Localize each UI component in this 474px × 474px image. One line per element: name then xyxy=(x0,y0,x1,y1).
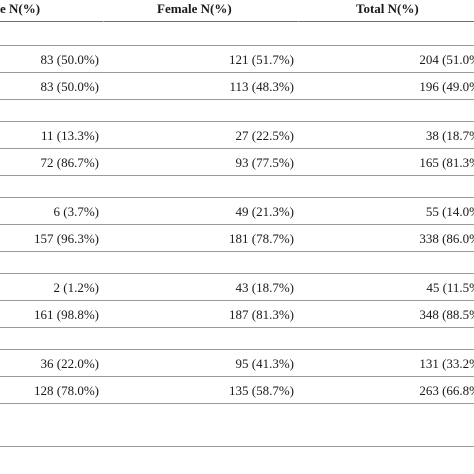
row-rule xyxy=(0,148,474,149)
row-rule xyxy=(0,376,474,377)
table-cell: 2 (1.2%) xyxy=(53,280,100,295)
table-cell: 83 (50.0%) xyxy=(40,79,100,94)
table-cell: 121 (51.7%) xyxy=(229,52,294,67)
table-cell: 36 (22.0%) xyxy=(40,356,100,371)
table-cell: 27 (22.5%) xyxy=(235,128,295,143)
table-cell: 263 (66.8% xyxy=(419,383,474,398)
header-male-n-percent: e N(%) xyxy=(0,1,41,16)
table-cell: 135 (58.7%) xyxy=(229,383,294,398)
table-cell: 38 (18.7% xyxy=(425,128,474,143)
header-female-n-percent: Female N(%) xyxy=(157,1,232,16)
table-cell: 128 (78.0%) xyxy=(34,383,99,398)
table-cell: 196 (49.0% xyxy=(419,79,474,94)
table-cell: 131 (33.2% xyxy=(419,356,474,371)
table-cell: 6 (3.7%) xyxy=(53,204,100,219)
group-top-rule xyxy=(0,349,474,350)
table-cell: 181 (78.7%) xyxy=(229,231,294,246)
table-cell: 348 (88.5% xyxy=(419,307,474,322)
row-rule xyxy=(0,327,474,328)
header-bottom-rule xyxy=(0,21,474,22)
column-separator-tick xyxy=(103,21,104,22)
table-cell: 83 (50.0%) xyxy=(40,52,100,67)
header-total-n-percent: Total N(%) xyxy=(356,1,419,16)
table-cell: 11 (13.3%) xyxy=(40,128,99,143)
row-rule xyxy=(0,224,474,225)
table-bottom-rule xyxy=(0,446,474,447)
table-cell: 165 (81.3% xyxy=(419,155,474,170)
row-rule xyxy=(0,175,474,176)
row-rule xyxy=(0,99,474,100)
table-cell: 95 (41.3%) xyxy=(235,356,295,371)
row-rule xyxy=(0,403,474,404)
table-cell: 72 (86.7%) xyxy=(40,155,100,170)
row-rule xyxy=(0,251,474,252)
table-cell: 204 (51.0% xyxy=(419,52,474,67)
group-top-rule xyxy=(0,273,474,274)
row-rule xyxy=(0,72,474,73)
table-cell: 338 (86.0% xyxy=(419,231,474,246)
column-separator-tick xyxy=(298,21,299,22)
table-cell: 157 (96.3%) xyxy=(34,231,99,246)
table-cell: 49 (21.3%) xyxy=(235,204,295,219)
table-cell: 93 (77.5%) xyxy=(235,155,295,170)
row-rule xyxy=(0,300,474,301)
group-1-top-rule xyxy=(0,45,474,46)
table-cell: 55 (14.0% xyxy=(425,204,474,219)
group-top-rule xyxy=(0,121,474,122)
table-cell: 113 (48.3%) xyxy=(229,79,294,94)
table-cell: 161 (98.8%) xyxy=(34,307,99,322)
table-cell: 43 (18.7%) xyxy=(235,280,295,295)
group-top-rule xyxy=(0,197,474,198)
table-cell: 187 (81.3%) xyxy=(229,307,294,322)
table-cell: 45 (11.5% xyxy=(426,280,474,295)
